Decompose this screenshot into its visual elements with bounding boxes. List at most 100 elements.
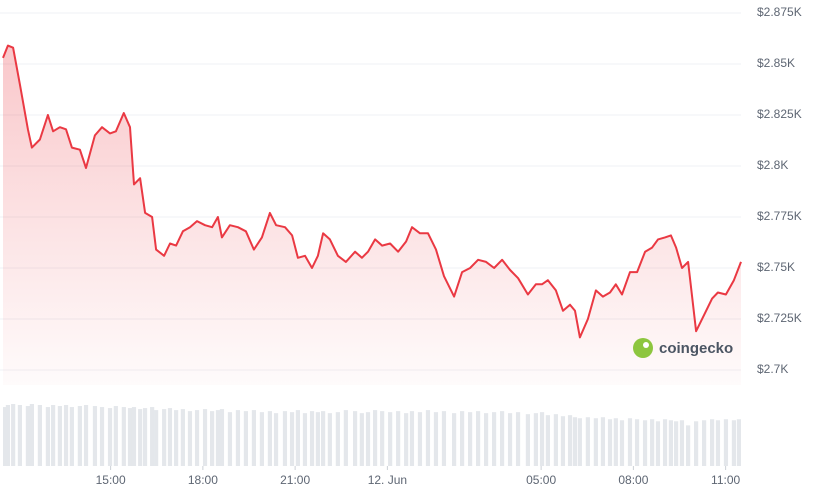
volume-bar [127,408,133,466]
volume-bar [613,418,618,466]
volume-bar [92,406,98,466]
volume-bar [525,414,530,466]
volume-bar [650,419,655,466]
volume-bar [335,412,340,466]
volume-bar [259,412,265,466]
volume-bar [138,409,143,466]
volume-bar [273,413,279,466]
volume-bar [483,413,489,466]
volume-bar [553,414,558,466]
watermark-logo-eye [643,342,649,348]
volume-bar [460,411,465,466]
volume-bar [642,420,648,466]
volume-bar [723,419,729,466]
volume-bar [187,411,193,466]
volume-bar [162,409,167,466]
volume-bar [533,413,538,466]
volume-bar [77,406,82,466]
volume-bar [315,412,320,466]
volume-bar [507,413,513,466]
volume-bar [37,405,42,466]
volume-bar [352,411,358,466]
volume-bar [227,412,233,466]
volume-bar [210,411,215,466]
watermark: coingecko [633,338,733,358]
volume-bar [235,410,241,466]
volume-bar [63,405,69,466]
volume-bar [585,417,590,466]
x-tick-label: 21:00 [280,473,310,487]
volume-bar [736,419,741,466]
volume-bar [219,409,225,466]
volume-bar [282,411,288,466]
volume-bar [662,419,668,466]
x-tick-label: 12. Jun [368,473,407,487]
volume-bar [619,420,625,466]
volume-bar [359,413,364,466]
volume-bar [607,419,613,466]
volume-bar [51,405,56,466]
volume-bar [194,410,200,466]
volume-bar [131,407,137,466]
volume-bar [202,409,208,466]
volume-bar [560,416,566,466]
volume-bar [515,412,521,466]
volume-bar [710,419,715,466]
volume-bar [731,420,737,466]
volume-bar [45,407,50,466]
volume-bar [539,412,545,466]
volume-bars [3,404,741,466]
volume-bar [343,410,348,466]
volume-bar [545,415,550,466]
volume-bar [441,411,447,466]
volume-bar [57,406,62,466]
volume-bar [674,421,679,466]
volume-bar [5,405,11,466]
axes: $2.7K $2.725K $2.75K $2.775K $2.8K $2.825K $2.… [96,5,802,487]
y-tick-label: $2.825K [757,107,802,121]
plot [2,44,742,385]
volume-bar [668,420,673,466]
volume-bar [593,418,598,466]
volume-bar [404,413,409,466]
x-tick-label: 18:00 [188,473,218,487]
volume-bar [655,421,661,466]
x-tick-label: 08:00 [618,473,648,487]
volume-bar [83,405,89,466]
volume-bar [365,412,371,466]
volume-bar [327,413,332,466]
volume-bar [17,405,23,466]
volume-bar [425,410,431,466]
x-tick-label: 11:00 [711,473,740,487]
volume-bar [174,410,179,466]
volume-bar [121,407,126,466]
volume-bar [29,404,34,466]
volume-bar [267,411,272,466]
volume-bar [567,415,573,466]
volume-bar [243,411,249,466]
volume-bar [11,404,16,466]
volume-bar [150,407,155,466]
volume-bar [475,411,481,466]
volume-bar [107,408,113,466]
volume-bar [600,417,606,466]
volume-bar [491,412,497,466]
volume-bar [577,418,582,466]
x-tick-label: 15:00 [96,473,126,487]
y-tick-label: $2.75K [757,260,795,274]
volume-bar [452,413,457,466]
volume-bar [321,411,326,466]
watermark-text: coingecko [659,340,733,357]
volume-bar [702,420,707,466]
volume-bar [25,406,30,466]
volume-bar [113,406,118,466]
volume-bar [715,420,721,466]
volume-bar [409,411,415,466]
watermark-logo [633,338,653,358]
volume-bar [417,412,423,466]
y-tick-label: $2.725K [757,311,802,325]
x-tick-label: 05:00 [526,473,556,487]
volume-bar [167,408,173,466]
